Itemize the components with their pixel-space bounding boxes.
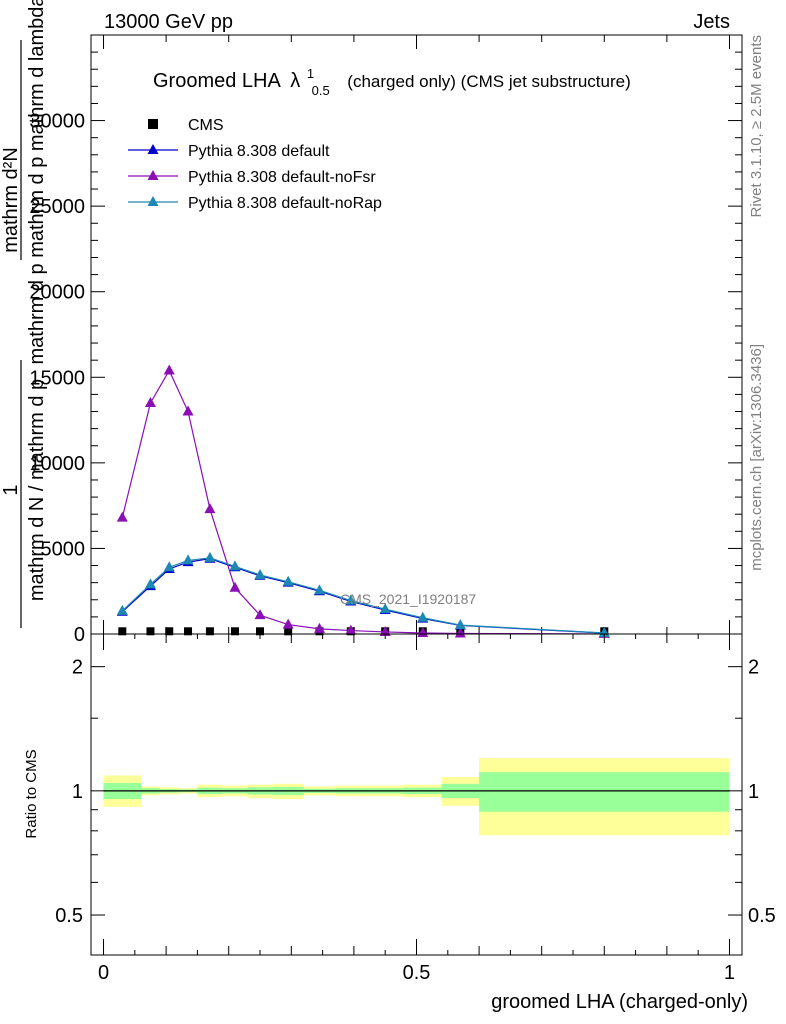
data-point-cms (256, 627, 265, 636)
x-axis-label: groomed LHA (charged-only) (491, 991, 748, 1013)
ratio-band-green (479, 772, 730, 812)
mcplots-label: mcplots.cern.ch [arXiv:1306.3436] (748, 344, 765, 571)
ratio-ytick-label-right: 0.5 (748, 905, 776, 927)
main-ytick-label: 25000 (29, 196, 85, 218)
data-point-2 (116, 511, 128, 522)
ratio-xtick-label: 0 (98, 962, 109, 984)
ratio-ytick-label: 2 (72, 657, 83, 679)
series-line (121, 369, 605, 635)
data-point-cms (230, 627, 239, 636)
data-point-3 (313, 584, 325, 595)
legend-marker (147, 196, 159, 206)
main-y-label: mathrm d²N mathrm d p mathrm d p mathrm … (0, 0, 48, 628)
main-ytick-label: 10000 (29, 453, 85, 475)
data-point-3 (379, 603, 391, 614)
title-rest: (charged only) (CMS jet substructure) (347, 72, 630, 91)
ratio-x-axis: 0 0.5 1 (98, 634, 735, 984)
legend-label: Pythia 8.308 default (188, 143, 330, 160)
data-point-3 (254, 568, 266, 579)
data-point-3 (454, 619, 466, 630)
main-ytick-label: 0 (74, 624, 85, 646)
data-point-2 (229, 581, 241, 592)
main-ytick-label: 20000 (29, 282, 85, 304)
legend-marker (147, 144, 159, 154)
data-point-3 (144, 578, 156, 589)
data-point-3 (116, 604, 128, 615)
legend-label: Pythia 8.308 default-noRap (188, 195, 382, 212)
watermark: CMS_2021_I1920187 (340, 591, 476, 607)
data-point-cms (146, 627, 155, 636)
data-point-3 (204, 551, 216, 562)
main-series-group (116, 364, 610, 638)
header-left: 13000 GeV pp (104, 11, 233, 33)
data-point-3 (163, 561, 175, 572)
data-point-3 (417, 611, 429, 622)
data-point-3 (182, 554, 194, 565)
main-ytick-label: 30000 (29, 111, 85, 133)
ratio-ytick-label-right: 2 (748, 657, 759, 679)
main-y-axis: 0 5000 10000 15000 20000 25000 30000 (29, 51, 742, 646)
data-point-2 (454, 627, 466, 638)
title-sup: 1 (307, 66, 314, 81)
legend-label: Pythia 8.308 default-noFsr (188, 169, 376, 186)
ratio-ytick-label-right: 1 (748, 781, 759, 803)
data-point-2 (379, 625, 391, 636)
data-point-cms (165, 627, 174, 636)
ratio-ytick-label: 1 (72, 781, 83, 803)
series-line (121, 557, 605, 634)
title-main: Groomed LHA (153, 70, 281, 92)
ylabel-prefix-denominator: mathrm d N / mathrm d p (26, 379, 48, 601)
legend-marker (147, 170, 159, 180)
data-point-3 (229, 560, 241, 571)
ratio-xtick-label: 1 (724, 962, 735, 984)
legend-marker (148, 119, 158, 129)
main-ytick-label: 15000 (29, 367, 85, 389)
main-ytick-label: 5000 (41, 538, 86, 560)
ylabel-denominator: mathrm d p mathrm d p mathrm d lambda (26, 0, 48, 365)
chart-title: Groomed LHA λ 1 0.5 (charged only) (CMS … (153, 61, 631, 100)
ratio-y-axis: 0.5 0.5 1 1 2 2 (55, 657, 776, 927)
title-sub: 0.5 (312, 83, 330, 98)
data-point-3 (345, 594, 357, 605)
data-point-cms (184, 627, 193, 636)
data-point-2 (144, 396, 156, 407)
ylabel-numerator: mathrm d²N (0, 147, 22, 253)
ratio-xtick-label: 0.5 (403, 962, 431, 984)
rivet-label: Rivet 3.1.10, ≥ 2.5M events (748, 35, 765, 218)
ratio-y-label: Ratio to CMS (23, 749, 40, 838)
data-point-2 (313, 622, 325, 633)
data-point-3 (282, 575, 294, 586)
data-point-2 (182, 405, 194, 416)
data-point-2 (204, 503, 216, 514)
ratio-bands (103, 758, 730, 836)
main-plot: 0 5000 10000 15000 20000 25000 30000 CMS_2021_… (0, 0, 743, 646)
header-right: Jets (693, 11, 730, 33)
data-point-2 (254, 609, 266, 620)
data-point-cms (284, 627, 293, 636)
ylabel-prefix-numerator: 1 (0, 484, 22, 495)
ratio-plot: 0.5 0.51 12 2 0 0.5 1 Ratio to CMS groomed LH… (23, 633, 776, 1013)
ratio-ytick-label: 0.5 (55, 905, 83, 927)
data-point-2 (345, 624, 357, 635)
legend: CMS Pythia 8.308 default Pythia 8.308 defa… (128, 117, 382, 212)
data-point-2 (282, 618, 294, 629)
title-symbol: λ (290, 70, 300, 92)
data-point-2 (163, 364, 175, 375)
legend-label: CMS (188, 117, 224, 134)
data-point-cms (118, 627, 127, 636)
data-point-cms (205, 627, 214, 636)
